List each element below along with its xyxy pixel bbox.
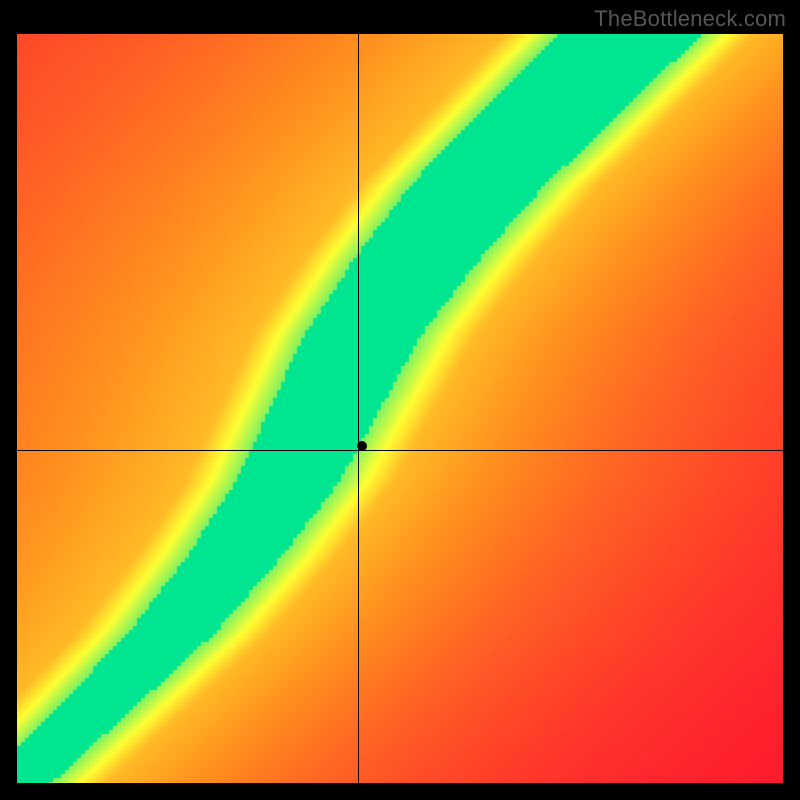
marker-dot xyxy=(357,441,367,451)
crosshair-vertical xyxy=(358,34,359,783)
heatmap-plot xyxy=(17,34,783,783)
watermark-text: TheBottleneck.com xyxy=(594,6,786,32)
heatmap-canvas xyxy=(17,34,783,783)
figure-container: TheBottleneck.com xyxy=(0,0,800,800)
crosshair-horizontal xyxy=(17,450,783,451)
